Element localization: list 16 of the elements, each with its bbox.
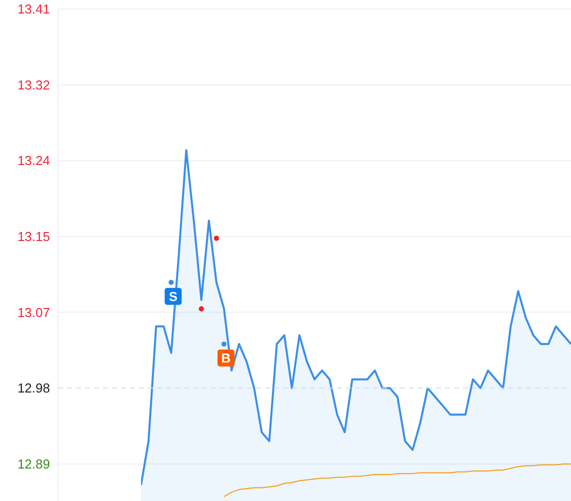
point bbox=[214, 236, 220, 241]
y-tick-label: 13.07 bbox=[17, 304, 50, 320]
label-badge: B bbox=[217, 350, 234, 367]
y-tick-label: 13.15 bbox=[17, 228, 50, 244]
line-series bbox=[223, 463, 571, 498]
y-tick-label: 12.98 bbox=[17, 380, 50, 396]
point bbox=[221, 341, 227, 347]
point bbox=[198, 306, 204, 312]
y-tick-label: 12.89 bbox=[17, 456, 50, 472]
y-tick-label: 13.32 bbox=[17, 77, 50, 92]
point bbox=[168, 280, 174, 285]
y-tick-label: 13.41 bbox=[17, 2, 50, 16]
data-label: B bbox=[221, 350, 231, 366]
label-badge: S bbox=[164, 288, 182, 305]
data-label: S bbox=[168, 288, 178, 304]
y-tick-label: 13.24 bbox=[17, 153, 50, 168]
